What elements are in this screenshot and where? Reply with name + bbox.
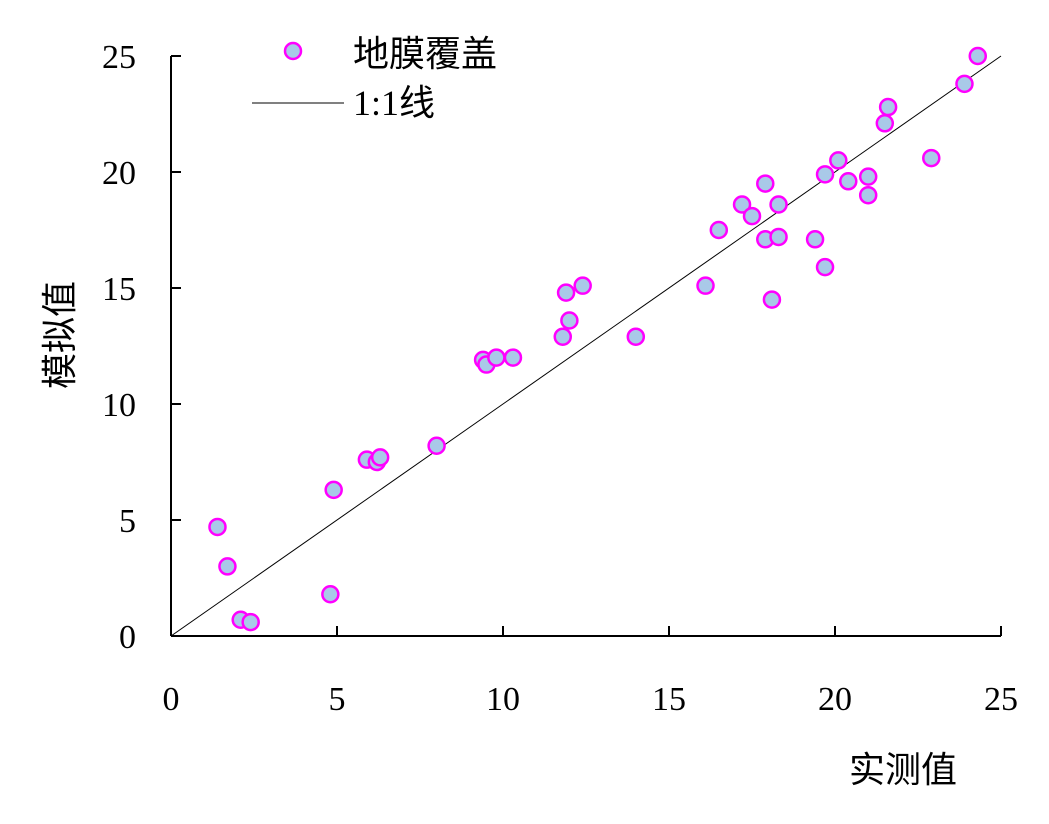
data-point	[858, 167, 878, 186]
data-point	[742, 206, 762, 226]
data-point	[839, 172, 858, 191]
data-point	[218, 557, 237, 576]
data-point	[756, 174, 775, 193]
data-point	[208, 517, 227, 537]
data-point	[321, 584, 340, 604]
data-point	[560, 311, 579, 330]
data-point	[858, 185, 878, 205]
legend: 地膜覆盖 1:1线	[252, 34, 497, 123]
data-point	[696, 276, 715, 295]
data-point	[968, 46, 988, 66]
legend-marker-scatter	[283, 41, 303, 61]
data-point	[427, 436, 446, 456]
y-tick-label: 10	[102, 387, 136, 424]
data-point	[573, 276, 592, 295]
one-to-one-line	[170, 55, 1002, 637]
data-point	[324, 480, 343, 500]
y-tick-label: 25	[102, 39, 136, 76]
data-point	[553, 327, 573, 346]
data-point	[732, 195, 752, 214]
axes-layer	[170, 56, 1001, 637]
reference-line-layer	[170, 55, 1002, 637]
x-tick-label: 25	[984, 681, 1018, 718]
legend-label-line: 1:1线	[353, 83, 435, 123]
x-tick-label: 0	[163, 681, 180, 718]
x-tick-label: 5	[329, 681, 346, 718]
x-tick-label: 20	[818, 681, 852, 718]
data-point	[805, 230, 825, 249]
data-point	[709, 220, 729, 240]
data-point	[370, 448, 390, 467]
data-point	[875, 114, 895, 133]
data-point	[829, 151, 848, 170]
data-point	[626, 327, 646, 346]
data-point	[815, 257, 835, 277]
data-point	[769, 227, 788, 247]
data-point	[241, 612, 260, 632]
ticks-layer: 0 5 10 15 20 25 0 5 10 15 20 25	[102, 39, 1018, 718]
data-point	[955, 74, 974, 94]
points-layer	[208, 46, 988, 632]
data-point	[769, 195, 788, 214]
y-axis-title: 模拟值	[40, 281, 80, 389]
data-point	[878, 97, 898, 117]
legend-label-scatter: 地膜覆盖	[353, 34, 497, 74]
y-tick-label: 0	[119, 619, 136, 656]
y-tick-label: 15	[102, 271, 136, 308]
data-point	[922, 148, 941, 168]
data-point	[815, 165, 835, 184]
data-point	[762, 290, 782, 309]
x-tick-label: 10	[486, 681, 520, 718]
data-point	[487, 348, 506, 367]
y-tick-label: 5	[119, 503, 136, 540]
x-tick-label: 15	[652, 681, 686, 718]
data-point	[556, 283, 576, 302]
y-tick-label: 20	[102, 155, 136, 192]
data-point	[503, 348, 523, 367]
x-axis-title: 实测值	[849, 750, 957, 790]
